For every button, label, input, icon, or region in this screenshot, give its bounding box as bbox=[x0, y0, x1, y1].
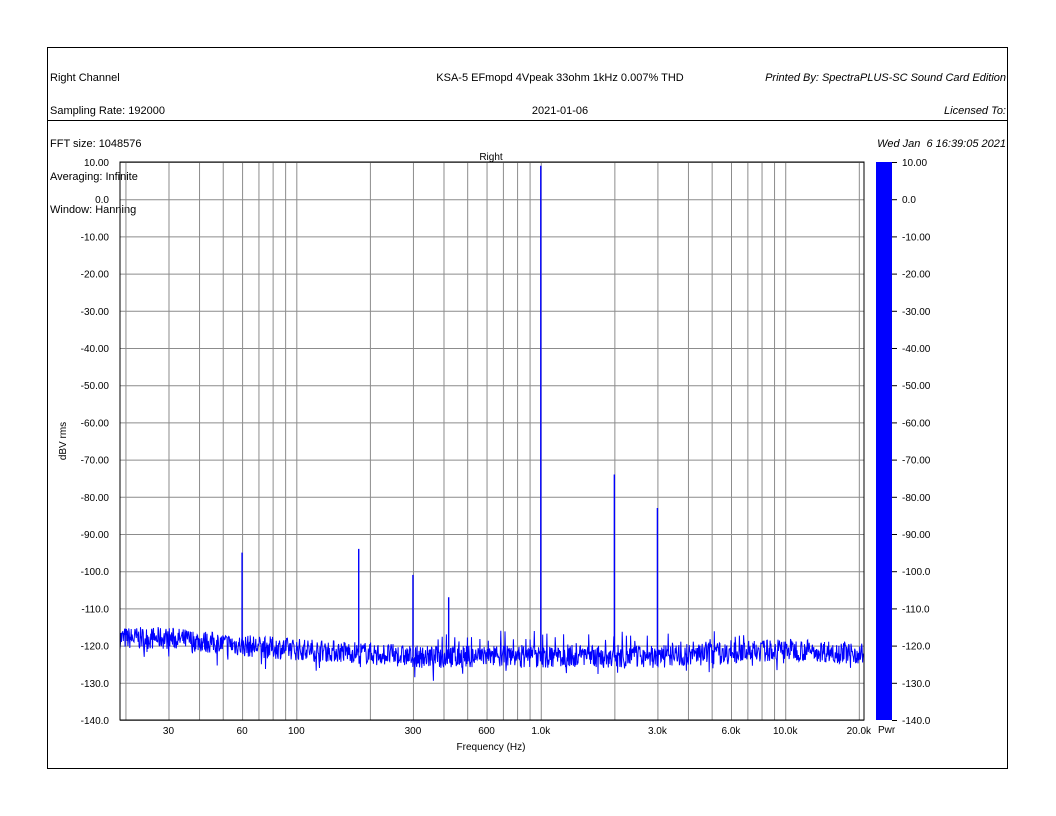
x-tick-label: 30 bbox=[163, 726, 175, 737]
x-tick-label: 100 bbox=[288, 726, 305, 737]
y-tick-label: -20.00 bbox=[81, 270, 110, 281]
channel-label: Right Channel bbox=[50, 72, 120, 84]
x-tick-label: 3.0k bbox=[648, 726, 668, 737]
plot-area bbox=[119, 161, 865, 721]
colorbar-tick-label: -100.0 bbox=[902, 567, 931, 578]
header-right-info: Printed By: SpectraPLUS-SC Sound Card Ed… bbox=[765, 51, 1006, 161]
header-left-info: Right Channel Sampling Rate: 192000 FFT … bbox=[50, 51, 165, 227]
x-axis-label: Frequency (Hz) bbox=[457, 742, 526, 753]
chart-grid bbox=[120, 162, 864, 721]
y-axis: 10.00 0.0 -10.00 -20.00 -30.00 -40.00 -50.00 -6… bbox=[81, 158, 110, 727]
x-tick-label: 20.0k bbox=[847, 726, 872, 737]
colorbar-tick-label: -10.00 bbox=[902, 232, 931, 243]
window-label: Window: Hanning bbox=[50, 204, 137, 216]
colorbar-tick-label: -70.00 bbox=[902, 456, 931, 467]
colorbar-tick-label: -50.00 bbox=[902, 381, 931, 392]
x-axis: 30 60 100 300 600 1.0k 3.0k 6.0k 10.0k 20.0k bbox=[163, 726, 872, 737]
chart-frame bbox=[47, 47, 1008, 769]
y-tick-label: -40.00 bbox=[81, 344, 110, 355]
y-tick-label: 0.0 bbox=[95, 195, 109, 206]
colorbar-tick-label: -90.00 bbox=[902, 530, 931, 541]
spectrum-trace bbox=[119, 165, 865, 681]
y-tick-label: -70.00 bbox=[81, 456, 110, 467]
header-separator bbox=[47, 120, 1008, 121]
colorbar-tick-label: -120.0 bbox=[902, 642, 931, 653]
colorbar-tick-label: -40.00 bbox=[902, 344, 931, 355]
colorbar-tick-label: -110.0 bbox=[902, 604, 930, 615]
colorbar-tick-label: 10.00 bbox=[902, 158, 927, 169]
printed-by-label: Printed By: SpectraPLUS-SC Sound Card Ed… bbox=[765, 72, 1006, 84]
colorbar-tick-label: -30.00 bbox=[902, 307, 931, 318]
averaging-label: Averaging: Infinite bbox=[50, 171, 138, 183]
colorbar-tick-label: 0.0 bbox=[902, 195, 916, 206]
chart-title: Right bbox=[479, 152, 503, 163]
x-tick-label: 60 bbox=[237, 726, 249, 737]
header-center-info: KSA-5 EFmopd 4Vpeak 33ohm 1kHz 0.007% TH… bbox=[420, 51, 700, 128]
x-tick-label: 300 bbox=[405, 726, 422, 737]
x-tick-label: 1.0k bbox=[531, 726, 551, 737]
colorbar-label: Pwr bbox=[878, 725, 896, 736]
y-tick-label: -30.00 bbox=[81, 307, 110, 318]
colorbar-tick-label: -80.00 bbox=[902, 493, 931, 504]
y-tick-label: -60.00 bbox=[81, 418, 110, 429]
colorbar-tick-label: -60.00 bbox=[902, 418, 931, 429]
colorbar-axis: 10.00 0.0 -10.00 -20.00 -30.00 -40.00 -50.00 -6… bbox=[892, 158, 931, 727]
y-tick-label: -140.0 bbox=[81, 716, 110, 727]
print-timestamp: Wed Jan 6 16:39:05 2021 bbox=[877, 138, 1006, 150]
y-tick-label: -100.0 bbox=[81, 567, 110, 578]
y-tick-label: -120.0 bbox=[81, 642, 110, 653]
fft-size-label: FFT size: 1048576 bbox=[50, 138, 142, 150]
y-tick-label: -80.00 bbox=[81, 493, 110, 504]
x-tick-label: 10.0k bbox=[773, 726, 798, 737]
y-tick-label: -130.0 bbox=[81, 679, 110, 690]
colorbar-tick-label: -140.0 bbox=[902, 716, 931, 727]
measurement-title: KSA-5 EFmopd 4Vpeak 33ohm 1kHz 0.007% TH… bbox=[436, 72, 684, 84]
colorbar-tick-label: -130.0 bbox=[902, 679, 931, 690]
measurement-date: 2021-01-06 bbox=[531, 105, 589, 117]
noise-floor-line bbox=[119, 627, 865, 681]
y-tick-label: -50.00 bbox=[81, 381, 110, 392]
licensed-to-label: Licensed To: bbox=[944, 105, 1006, 117]
y-tick-label: 10.00 bbox=[84, 158, 109, 169]
colorbar bbox=[876, 162, 892, 720]
x-tick-label: 600 bbox=[478, 726, 495, 737]
colorbar-tick-label: -20.00 bbox=[902, 270, 931, 281]
y-tick-label: -90.00 bbox=[81, 530, 110, 541]
x-tick-label: 6.0k bbox=[722, 726, 742, 737]
y-tick-label: -10.00 bbox=[81, 232, 110, 243]
y-axis-label: dBV rms bbox=[58, 422, 69, 460]
sampling-rate-label: Sampling Rate: 192000 bbox=[50, 105, 165, 117]
y-tick-label: -110.0 bbox=[81, 604, 109, 615]
